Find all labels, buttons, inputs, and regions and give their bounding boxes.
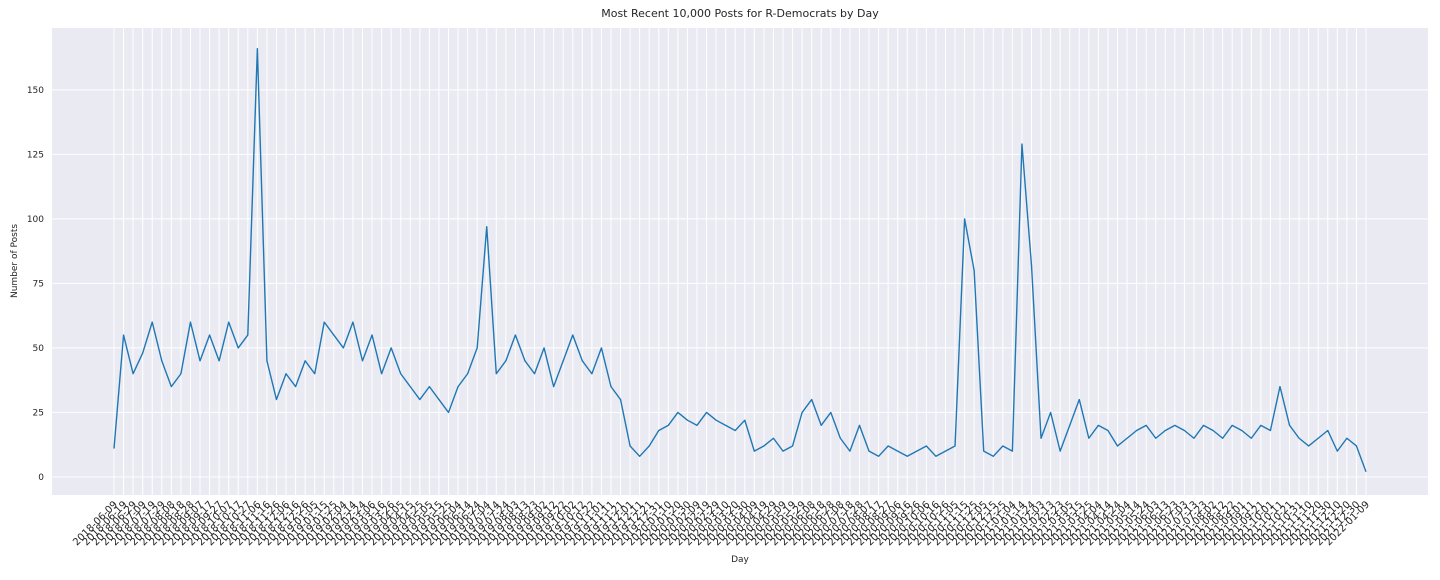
chart-title: Most Recent 10,000 Posts for R-Democrats… bbox=[601, 7, 879, 20]
y-tick-label: 50 bbox=[33, 344, 45, 354]
y-tick-label: 125 bbox=[27, 150, 44, 160]
y-tick-label: 150 bbox=[27, 86, 44, 96]
plot-area bbox=[52, 28, 1428, 495]
line-series bbox=[113, 47, 1367, 473]
y-tick-label: 25 bbox=[33, 408, 44, 418]
y-tick-label: 0 bbox=[38, 473, 44, 483]
y-tick-label: 75 bbox=[33, 279, 44, 289]
y-tick-label: 100 bbox=[27, 215, 44, 225]
y-axis-label: Number of Posts bbox=[10, 224, 20, 298]
x-axis-label: Day bbox=[731, 555, 749, 565]
